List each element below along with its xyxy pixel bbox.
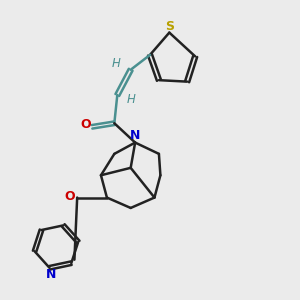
Text: N: N — [130, 129, 140, 142]
Text: N: N — [46, 268, 56, 281]
Text: H: H — [112, 57, 121, 70]
Text: S: S — [165, 20, 174, 33]
Text: H: H — [127, 93, 136, 106]
Text: O: O — [80, 118, 91, 131]
Text: O: O — [64, 190, 75, 202]
